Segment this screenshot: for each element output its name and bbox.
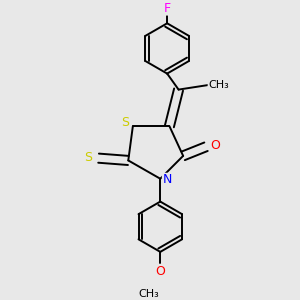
Text: N: N <box>163 173 172 186</box>
Text: S: S <box>121 116 129 129</box>
Text: O: O <box>155 265 165 278</box>
Text: S: S <box>84 151 92 164</box>
Text: CH₃: CH₃ <box>208 80 229 90</box>
Text: F: F <box>164 2 171 15</box>
Text: CH₃: CH₃ <box>139 289 159 299</box>
Text: O: O <box>210 139 220 152</box>
